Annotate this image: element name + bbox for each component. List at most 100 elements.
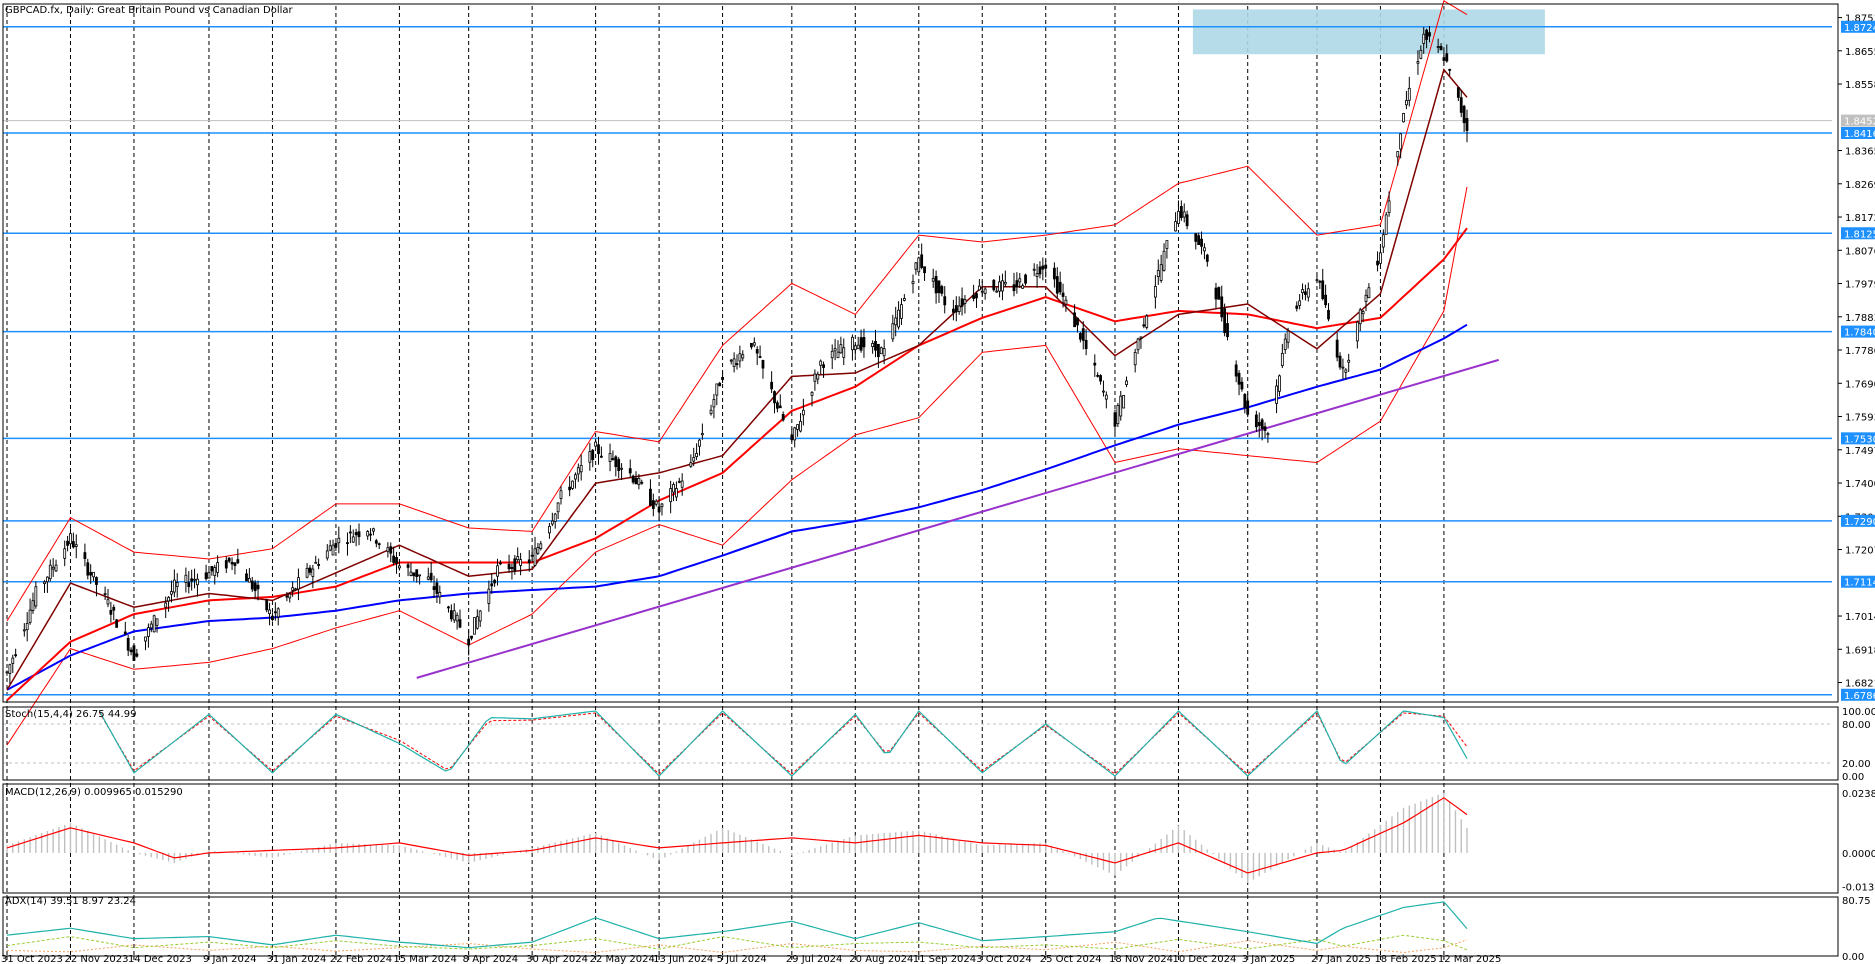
candle-body-31: [129, 649, 133, 653]
candle-body-308: [1246, 400, 1250, 415]
candle-body-124: [507, 563, 511, 570]
candle-body-38: [155, 618, 159, 626]
candle-body-288: [1165, 240, 1169, 249]
candle-body-98: [398, 565, 401, 569]
date-tick-label-0: 31 Oct 2023: [1, 954, 63, 964]
candle-body-118: [478, 610, 482, 622]
candle-body-198: [801, 409, 805, 416]
candle-body-16: [69, 533, 72, 545]
candle-body-134: [548, 525, 551, 534]
price-tick-label-16: 1.70145: [1845, 612, 1875, 623]
candle-body-137: [556, 502, 560, 513]
candle-body-82: [334, 542, 338, 548]
candle-body-194: [790, 434, 794, 441]
candle-body-338: [1367, 287, 1371, 299]
candle-body-129: [527, 559, 531, 564]
candle-body-260: [1055, 276, 1059, 294]
adx-minus-di-line: [6, 939, 1468, 954]
stoch-signal-line: [98, 712, 1468, 775]
candle-body-36: [149, 623, 153, 629]
candle-body-348: [1407, 87, 1411, 101]
price-tick-label-6: 1.80760: [1845, 246, 1875, 257]
candle-body-164: [669, 488, 673, 503]
candle-body-296: [1200, 238, 1203, 247]
ma-fast-line: [6, 68, 1468, 691]
candle-body-136: [553, 513, 557, 522]
candle-body-67: [273, 611, 277, 614]
price-tick-label-3: 1.83655: [1845, 147, 1875, 158]
candle-body-112: [455, 614, 459, 622]
macd-label: MACD(12,26,9) 0.009965 0.015290: [5, 787, 183, 798]
candle-body-347: [1405, 100, 1408, 106]
candle-body-43: [175, 582, 179, 588]
candle-body-210: [853, 345, 857, 350]
candle-body-195: [793, 427, 797, 441]
candle-body-336: [1361, 311, 1365, 315]
candle-body-169: [689, 462, 693, 467]
candle-body-150: [611, 458, 615, 460]
candle-body-30: [126, 637, 130, 651]
candle-body-262: [1061, 292, 1065, 297]
level-badge-1-label: 1.84164: [1844, 129, 1875, 140]
candle-body-145: [591, 449, 595, 460]
candle-body-105: [429, 572, 433, 581]
candle-body-227: [920, 254, 924, 268]
date-tick-label-11: 5 Jul 2024: [717, 954, 767, 964]
level-badge-3-bg: [1841, 325, 1875, 338]
stoch-tick-3: 0.00: [1842, 772, 1864, 783]
candle-body-152: [617, 459, 621, 472]
date-tick-label-20: 27 Jan 2025: [1311, 954, 1371, 964]
candle-body-281: [1139, 336, 1143, 339]
adx-plus-di-line: [6, 934, 1468, 951]
candle-body-310: [1257, 421, 1261, 426]
macd-tick-0: 0.023848: [1842, 789, 1875, 800]
date-tick-label-13: 20 Aug 2024: [849, 954, 913, 964]
candle-body-0: [5, 671, 9, 674]
level-badge-7-label: 1.67860: [1844, 691, 1875, 702]
level-badge-2-bg: [1841, 227, 1875, 240]
candle-body-48: [196, 578, 199, 586]
candle-body-173: [700, 433, 704, 436]
horizontal-levels[interactable]: [3, 26, 1832, 696]
candle-body-284: [1153, 286, 1157, 298]
candle-body-259: [1052, 267, 1056, 280]
candle-body-334: [1355, 321, 1359, 342]
level-badge-5-bg: [1841, 514, 1875, 527]
window-frame-2: [2, 783, 1839, 894]
candle-body-331: [1341, 366, 1345, 369]
level-badge-6-bg: [1841, 575, 1875, 588]
candle-body-37: [152, 615, 156, 633]
candle-body-316: [1280, 352, 1284, 367]
candle-body-211: [856, 344, 860, 350]
candle-body-156: [634, 477, 638, 485]
candle-body-90: [369, 533, 372, 536]
candle-body-97: [395, 557, 398, 564]
candle-body-123: [498, 562, 502, 565]
candle-body-315: [1278, 375, 1281, 392]
candle-body-292: [1182, 211, 1186, 218]
candle-body-352: [1425, 29, 1429, 40]
candle-body-230: [934, 275, 938, 294]
price-tick-label-2: 1.85585: [1845, 80, 1875, 91]
candle-body-119: [487, 588, 491, 604]
candle-body-303: [1226, 323, 1229, 338]
candle-body-114: [467, 638, 471, 646]
candle-body-107: [435, 582, 439, 594]
candle-body-278: [1125, 380, 1128, 385]
macd-tick-1: 0.000000: [1842, 849, 1875, 860]
candle-body-33: [135, 653, 139, 657]
date-tick-label-12: 29 Jul 2024: [786, 954, 843, 964]
candle-body-340: [1379, 252, 1382, 264]
candle-body-275: [1116, 405, 1120, 425]
date-tick-label-6: 15 Mar 2024: [393, 954, 456, 964]
candle-body-266: [1078, 333, 1082, 340]
date-tick-label-2: 14 Dec 2023: [128, 954, 192, 964]
candle-body-232: [940, 286, 944, 294]
candle-body-3: [14, 654, 18, 657]
window-frame-0: [2, 3, 1839, 703]
candle-body-106: [432, 586, 436, 591]
current-price-bg: [1841, 114, 1875, 127]
stoch-tick-1: 80.00: [1842, 720, 1871, 731]
candle-body-178: [721, 376, 724, 380]
